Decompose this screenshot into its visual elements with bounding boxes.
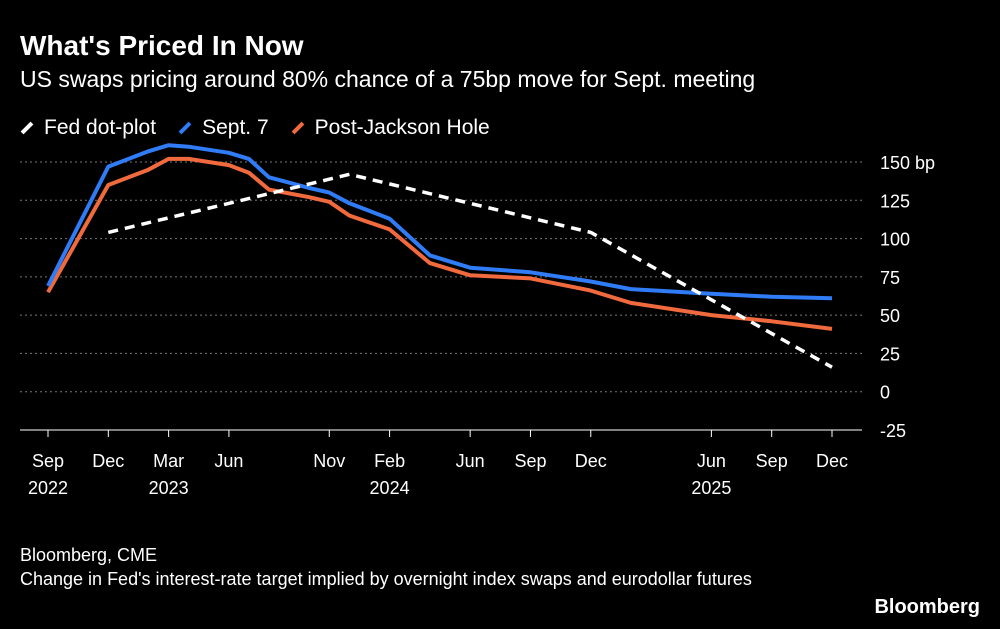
y-tick-label: 150 bp <box>880 153 935 173</box>
x-tick-label: Sep <box>756 451 788 471</box>
chart-subtitle: US swaps pricing around 80% chance of a … <box>20 66 756 92</box>
y-tick-label: 50 <box>880 306 900 326</box>
x-tick-label: Feb <box>374 451 405 471</box>
y-tick-label: -25 <box>880 421 906 441</box>
y-tick-label: 100 <box>880 230 910 250</box>
legend-label-fed: Fed dot-plot <box>44 116 157 139</box>
y-tick-label: 0 <box>880 383 890 403</box>
x-tick-label: Dec <box>92 451 124 471</box>
legend-item-sept-7: Sept. 7 <box>178 116 269 140</box>
footnote-text: Change in Fed's interest-rate target imp… <box>20 569 752 589</box>
x-tick-label: Dec <box>816 451 848 471</box>
x-tick-label: Sep <box>32 451 64 471</box>
x-tick-year-label: 2024 <box>370 478 410 498</box>
x-tick-year-label: 2025 <box>691 478 731 498</box>
x-tick-label: Dec <box>575 451 607 471</box>
y-tick-label: 125 <box>880 191 910 211</box>
series-line-post <box>46 156 833 331</box>
line-chart: -25 0 25 50 75 100 125 150 bp Sep 2022 Dec Mar 2023 J… <box>20 143 935 498</box>
x-tick-label: Jun <box>456 451 485 471</box>
bloomberg-logo: Bloomberg <box>874 596 980 618</box>
series-line-sep7 <box>46 143 833 301</box>
x-tick-year-label: 2023 <box>149 478 189 498</box>
x-tick-label: Jun <box>214 451 243 471</box>
x-tick-label: Jun <box>697 451 726 471</box>
legend-label-sept7: Sept. 7 <box>202 116 269 139</box>
y-tick-label: 25 <box>880 344 900 364</box>
x-tick-label: Mar <box>153 451 184 471</box>
source-text: Bloomberg, CME <box>20 545 158 565</box>
legend-item-fed-dot-plot: Fed dot-plot <box>20 116 156 140</box>
y-tick-label: 75 <box>880 268 900 288</box>
chart-title: What's Priced In Now <box>20 30 304 61</box>
legend: Fed dot-plot Sept. 7 Post-Jackson Hole <box>20 116 490 140</box>
legend-label-post: Post-Jackson Hole <box>314 116 490 139</box>
series-line-fed <box>107 172 833 369</box>
x-tick-label: Sep <box>514 451 546 471</box>
legend-item-post-jackson-hole: Post-Jackson Hole <box>291 116 490 140</box>
x-tick-label: Nov <box>313 451 345 471</box>
x-tick-year-label: 2022 <box>28 478 68 498</box>
